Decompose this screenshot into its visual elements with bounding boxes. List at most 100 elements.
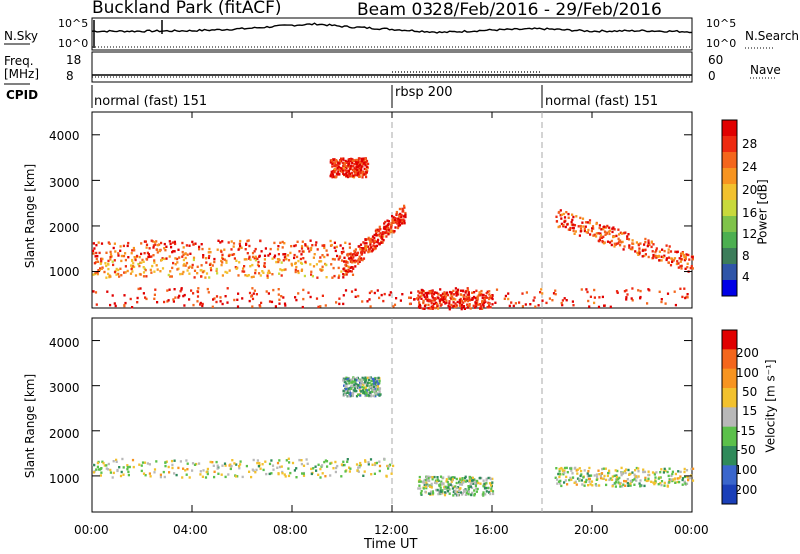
power-echo-cell (153, 261, 156, 264)
velocity-echo-cell (469, 485, 472, 488)
power-echo-cell (465, 289, 468, 293)
power-echo-cell (378, 296, 381, 300)
power-echo-cell (562, 212, 565, 216)
power-echo-cell (124, 265, 127, 268)
power-echo-cell (215, 300, 218, 304)
power-echo-cell (209, 266, 212, 270)
power-echo-cell (108, 242, 111, 245)
power-echo-cell (152, 244, 155, 247)
velocity-echo-cell (276, 461, 280, 465)
cpid-segment-1: normal (fast) 151 (94, 94, 208, 109)
velocity-echo-cell (330, 461, 333, 465)
power-echo-cell (358, 175, 361, 178)
velocity-echo-cell (673, 477, 677, 480)
velocity-echo-cell (679, 475, 682, 478)
power-echo-cell (290, 264, 294, 267)
velocity-echo-cell (690, 467, 693, 471)
velocity-echo-cell (588, 474, 591, 477)
power-echo-cell (363, 160, 366, 163)
power-echo-cell (435, 301, 438, 305)
power-echo-cell (609, 241, 612, 244)
power-echo-cell (111, 260, 114, 263)
velocity-echo-cell (588, 466, 591, 470)
velocity-echo-cell (437, 492, 440, 496)
power-echo-cell (191, 240, 194, 244)
power-echo-cell (634, 250, 637, 253)
power-echo-cell (507, 292, 510, 295)
velocity-echo-cell (473, 489, 476, 492)
velocity-echo-cell (560, 484, 563, 488)
velocity-echo-cell (692, 467, 695, 470)
power-cbar-tick-20: 20 (742, 183, 758, 197)
velocity-echo-cell (627, 468, 630, 472)
power-echo-cell (373, 241, 376, 245)
power-echo-cell (391, 218, 394, 221)
power-echo-cell (192, 258, 195, 262)
power-echo-cell (555, 215, 558, 218)
power-echo-cell (105, 264, 108, 268)
velocity-echo-cell (361, 389, 364, 392)
velocity-echo-cell (357, 393, 360, 396)
power-echo-cell (372, 244, 375, 247)
velocity-echo-cell (229, 463, 232, 466)
power-echo-cell (361, 170, 364, 173)
power-echo-cell (186, 269, 189, 272)
power-echo-cell (323, 255, 326, 259)
power-echo-cell (321, 254, 324, 257)
power-echo-cell (428, 298, 431, 302)
velocity-echo-cell (559, 479, 562, 483)
power-echo-cell (644, 237, 647, 241)
velocity-echo-cell (215, 460, 218, 464)
power-echo-cell (441, 298, 445, 302)
power-echo-cell (344, 263, 347, 267)
power-echo-cell (525, 291, 528, 294)
power-echo-cell (448, 305, 451, 309)
cpid-label: CPID (6, 88, 39, 102)
velocity-echo-cell (458, 483, 461, 486)
power-echo-cell (391, 215, 394, 218)
velocity-echo-cell (378, 387, 381, 390)
velocity-echo-cell (245, 464, 248, 468)
velocity-echo-cell (455, 486, 458, 490)
power-echo-cell (457, 288, 460, 291)
velocity-echo-cell (255, 468, 258, 472)
power-echo-cell (138, 255, 141, 259)
power-cbar-tick-8: 8 (742, 249, 750, 263)
power-echo-cell (350, 270, 353, 273)
power-echo-cell (380, 235, 383, 238)
power-echo-cell (154, 288, 157, 291)
power-echo-cell (251, 263, 254, 267)
velocity-echo-cell (202, 469, 205, 472)
power-echo-cell (124, 252, 127, 255)
power-echo-cell (487, 301, 490, 304)
power-echo-cell (223, 258, 226, 261)
velocity-echo-cell (323, 460, 326, 464)
power-echo-cell (680, 257, 683, 261)
power-echo-cell (392, 221, 396, 224)
velocity-echo-cell (440, 492, 443, 495)
power-echo-cell (371, 235, 375, 238)
xtick-5: 20:00 (574, 523, 609, 537)
power-cbar-tick-4: 4 (742, 270, 750, 284)
power-echo-cell (161, 267, 165, 270)
power-echo-cell (455, 291, 458, 294)
power-echo-cell (109, 250, 112, 254)
velocity-echo-cell (345, 386, 348, 389)
power-echo-cell (185, 244, 188, 247)
power-echo-cell (681, 252, 684, 255)
power-echo-cell (440, 296, 443, 299)
velocity-echo-cell (425, 486, 428, 490)
power-echo-cell (481, 296, 484, 300)
velocity-echo-cell (369, 376, 372, 379)
power-echo-cell (220, 259, 223, 263)
power-echo-cell (197, 287, 200, 290)
power-echo-cell (132, 246, 135, 250)
power-echo-cell (108, 274, 111, 277)
power-cbar-swatch (722, 184, 737, 201)
power-echo-cell (137, 287, 140, 291)
power-echo-cell (431, 294, 434, 297)
power-echo-cell (192, 303, 195, 307)
power-echo-cell (569, 226, 572, 230)
power-echo-cell (226, 271, 229, 274)
velocity-echo-cell (608, 478, 611, 482)
